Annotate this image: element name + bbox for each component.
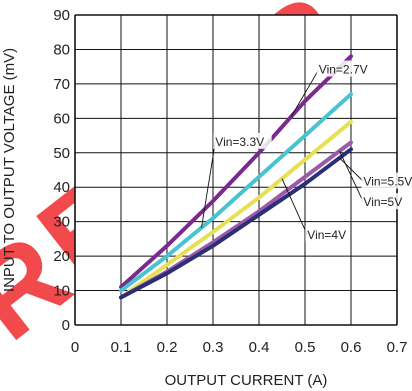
y-axis-title: INPUT TO OUTPUT VOLTAGE (mV) bbox=[1, 48, 18, 292]
y-tick-label: 60 bbox=[53, 110, 70, 127]
x-tick-label: 0 bbox=[71, 339, 79, 356]
series-line-Vin5_5V bbox=[119, 147, 353, 300]
x-tick-label: 0.2 bbox=[157, 339, 178, 356]
annotation-label: Vin=5V bbox=[363, 195, 402, 209]
x-tick-label: 0.3 bbox=[203, 339, 224, 356]
y-tick-label: 70 bbox=[53, 76, 70, 93]
annotation-background bbox=[213, 132, 272, 149]
x-tick-label: 0.5 bbox=[295, 339, 316, 356]
annotation-label: Vin=3.3V bbox=[215, 135, 264, 149]
series-line-Vin4V bbox=[119, 119, 353, 300]
annotations: Vin=2.7V Vin=3.3V Vin=5.5V Vin=5V Vin=4V bbox=[201, 60, 412, 242]
y-tick-label: 0 bbox=[62, 317, 70, 334]
series-line-Vin3_3V bbox=[119, 92, 353, 293]
x-tick-label: 0.1 bbox=[111, 339, 132, 356]
y-tick-label: 80 bbox=[53, 41, 70, 58]
y-tick-label: 50 bbox=[53, 145, 70, 162]
annotation-label: Vin=5.5V bbox=[363, 175, 412, 189]
annotation-background bbox=[316, 60, 376, 77]
x-tick-label: 0.7 bbox=[387, 339, 408, 356]
series-group bbox=[119, 54, 353, 300]
y-tick-label: 10 bbox=[53, 283, 70, 300]
annotation-leader bbox=[339, 157, 364, 182]
series-line-Vin2_7V bbox=[119, 54, 353, 290]
annotation-background bbox=[361, 193, 407, 210]
y-tick-label: 30 bbox=[53, 214, 70, 231]
annotation-leader bbox=[201, 141, 216, 228]
tick-labels: 0 0.1 0.2 0.3 0.4 0.5 0.6 0.7 0 10 20 30 40 50 60 70 80 9… bbox=[53, 7, 407, 356]
x-tick-label: 0.4 bbox=[249, 339, 270, 356]
annotation-background bbox=[305, 225, 351, 242]
annotation-label: Vin=2.7V bbox=[319, 63, 368, 77]
annotation-leader bbox=[290, 69, 320, 117]
x-tick-label: 0.6 bbox=[341, 339, 362, 356]
annotation-label: Vin=4V bbox=[307, 228, 346, 242]
x-axis-title: OUTPUT CURRENT (A) bbox=[165, 372, 328, 389]
grid bbox=[74, 14, 398, 326]
annotation-background bbox=[361, 172, 412, 189]
y-tick-label: 90 bbox=[53, 7, 70, 24]
y-tick-label: 20 bbox=[53, 248, 70, 265]
annotation-leader bbox=[281, 178, 308, 236]
annotation-leader bbox=[339, 150, 364, 203]
y-tick-label: 40 bbox=[53, 179, 70, 196]
